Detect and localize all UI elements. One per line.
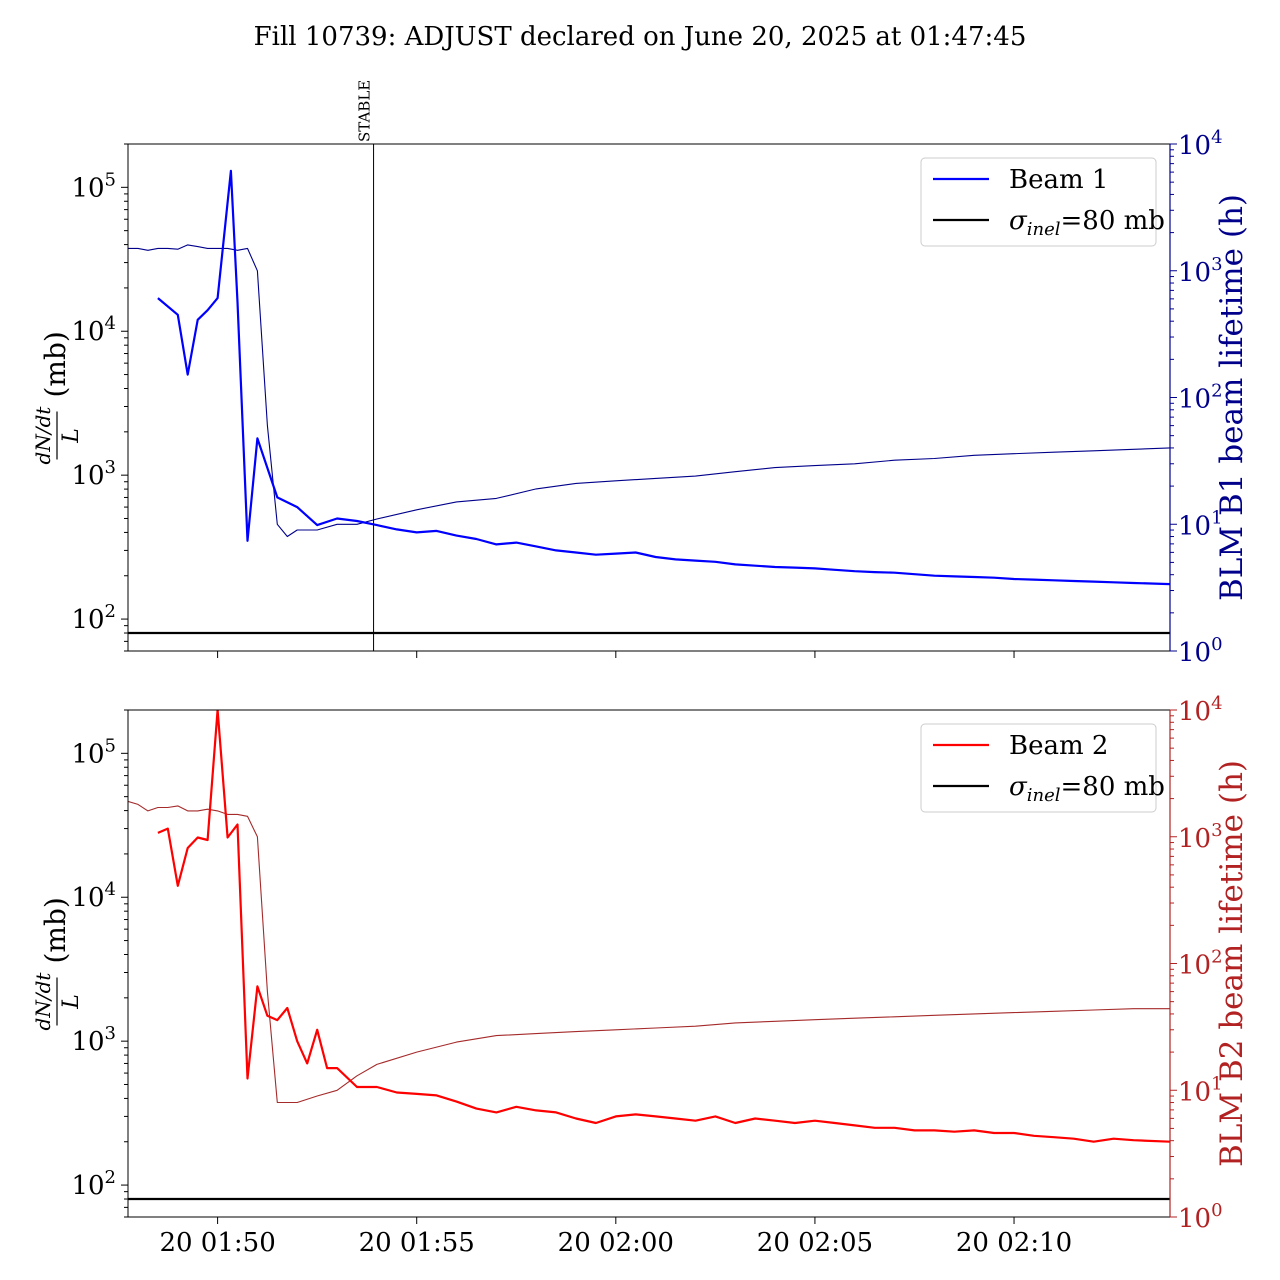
right-tick-label: 103: [1178, 820, 1223, 854]
blm-lifetime-line: [128, 800, 1170, 1104]
figure-title: Fill 10739: ADJUST declared on June 20, …: [254, 22, 1027, 52]
y-label-unit: (mb): [39, 331, 72, 397]
right-y-axis: 100 101 102 103 104: [1169, 127, 1223, 668]
y-label-denominator: L: [59, 428, 84, 444]
beam-loss-line: [157, 169, 1170, 586]
left-tick-label: 104: [71, 879, 116, 913]
x-tick-label: 20 01:55: [359, 1228, 475, 1258]
x-axis: [217, 651, 1015, 658]
right-tick-label: 102: [1178, 947, 1223, 981]
y-label-denominator: L: [59, 994, 84, 1010]
left-tick-label: 102: [71, 1167, 116, 1201]
left-y-axis: 102 103 104 105: [71, 709, 128, 1218]
beam-loss-line: [157, 710, 1170, 1143]
y-label-numerator: dN/dt: [31, 406, 55, 465]
right-y-label: BLM B2 beam lifetime (h): [1214, 760, 1250, 1167]
right-tick-label: 104: [1178, 693, 1223, 727]
plot-area: [128, 710, 1170, 1201]
x-tick-label: 20 02:10: [956, 1228, 1072, 1258]
x-tick-label: 20 01:50: [159, 1228, 275, 1258]
blm-lifetime-line: [128, 244, 1170, 538]
y-label-unit: (mb): [39, 897, 72, 963]
legend-label: σinel=80 mb: [1009, 206, 1165, 240]
left-tick-label: 103: [71, 457, 116, 491]
right-tick-label: 104: [1178, 127, 1223, 161]
x-axis: 20 01:50 20 01:55 20 02:00 20 02:05 20 02:10: [159, 1217, 1072, 1258]
right-tick-label: 101: [1178, 507, 1223, 541]
left-y-label: dN/dt L (mb): [31, 897, 84, 1030]
legend-label: Beam 2: [1009, 731, 1108, 761]
stable-label: STABLE: [356, 80, 374, 142]
left-tick-label: 103: [71, 1023, 116, 1057]
legend: Beam 2 σinel=80 mb: [920, 723, 1165, 813]
legend: Beam 1 σinel=80 mb: [920, 157, 1165, 247]
left-tick-label: 104: [71, 313, 116, 347]
right-y-label: BLM B1 beam lifetime (h): [1214, 194, 1250, 601]
left-tick-label: 102: [71, 601, 116, 635]
y-label-numerator: dN/dt: [31, 972, 55, 1031]
left-y-label: dN/dt L (mb): [31, 331, 84, 464]
top-panel: STABLE 102 103 104 105 100 101 102 103 104 dN/dt L (…: [31, 80, 1250, 668]
plot-area: [128, 169, 1170, 635]
right-tick-label: 100: [1178, 634, 1223, 668]
right-y-axis: 100 101 102 103 104: [1169, 693, 1223, 1234]
legend-label: σinel=80 mb: [1009, 772, 1165, 806]
left-tick-label: 105: [71, 735, 116, 769]
left-tick-label: 105: [71, 169, 116, 203]
right-tick-label: 103: [1178, 254, 1223, 288]
x-tick-label: 20 02:00: [558, 1228, 674, 1258]
right-tick-label: 102: [1178, 381, 1223, 415]
x-tick-label: 20 02:05: [757, 1228, 873, 1258]
right-tick-label: 101: [1178, 1073, 1223, 1107]
left-y-axis: 102 103 104 105: [71, 143, 128, 652]
legend-label: Beam 1: [1009, 165, 1108, 195]
right-tick-label: 100: [1178, 1200, 1223, 1234]
